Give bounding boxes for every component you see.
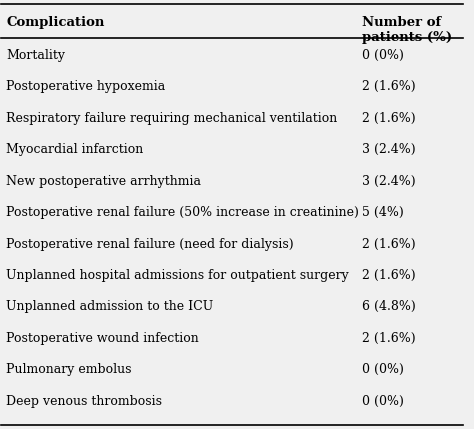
Text: 6 (4.8%): 6 (4.8%) xyxy=(362,300,415,314)
Text: Postoperative wound infection: Postoperative wound infection xyxy=(6,332,199,345)
Text: 3 (2.4%): 3 (2.4%) xyxy=(362,175,415,188)
Text: 0 (0%): 0 (0%) xyxy=(362,363,403,376)
Text: Myocardial infarction: Myocardial infarction xyxy=(6,143,143,156)
Text: Postoperative hypoxemia: Postoperative hypoxemia xyxy=(6,80,165,94)
Text: Unplanned admission to the ICU: Unplanned admission to the ICU xyxy=(6,300,213,314)
Text: 0 (0%): 0 (0%) xyxy=(362,49,403,62)
Text: Mortality: Mortality xyxy=(6,49,65,62)
Text: 2 (1.6%): 2 (1.6%) xyxy=(362,269,415,282)
Text: 0 (0%): 0 (0%) xyxy=(362,395,403,408)
Text: Complication: Complication xyxy=(6,16,104,29)
Text: Postoperative renal failure (need for dialysis): Postoperative renal failure (need for di… xyxy=(6,238,293,251)
Text: Deep venous thrombosis: Deep venous thrombosis xyxy=(6,395,162,408)
Text: 5 (4%): 5 (4%) xyxy=(362,206,403,219)
Text: 2 (1.6%): 2 (1.6%) xyxy=(362,80,415,94)
Text: Unplanned hospital admissions for outpatient surgery: Unplanned hospital admissions for outpat… xyxy=(6,269,349,282)
Text: 2 (1.6%): 2 (1.6%) xyxy=(362,332,415,345)
Text: New postoperative arrhythmia: New postoperative arrhythmia xyxy=(6,175,201,188)
Text: 3 (2.4%): 3 (2.4%) xyxy=(362,143,415,156)
Text: 2 (1.6%): 2 (1.6%) xyxy=(362,238,415,251)
Text: Pulmonary embolus: Pulmonary embolus xyxy=(6,363,131,376)
Text: 2 (1.6%): 2 (1.6%) xyxy=(362,112,415,125)
Text: Postoperative renal failure (50% increase in creatinine): Postoperative renal failure (50% increas… xyxy=(6,206,359,219)
Text: Number of
patients (%): Number of patients (%) xyxy=(362,16,452,44)
Text: Respiratory failure requiring mechanical ventilation: Respiratory failure requiring mechanical… xyxy=(6,112,337,125)
